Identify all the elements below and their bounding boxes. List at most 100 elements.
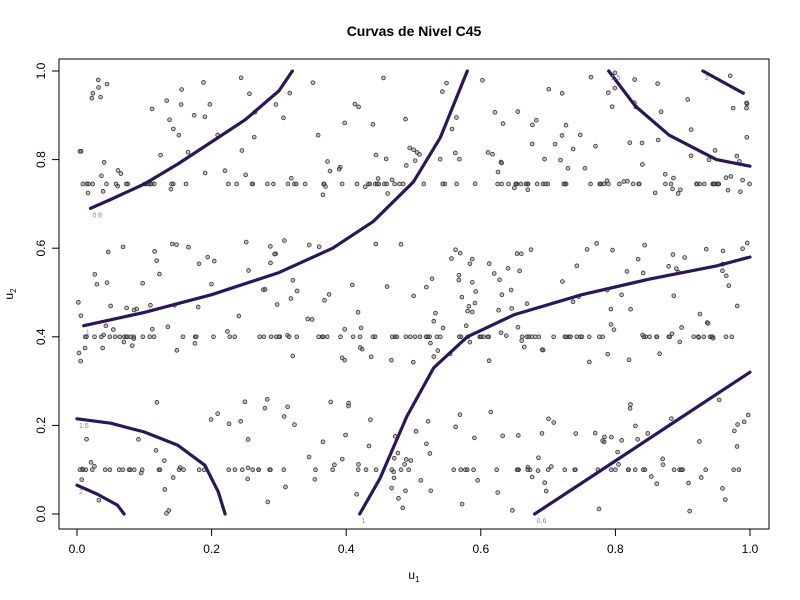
data-point <box>459 501 465 507</box>
data-point <box>536 334 542 340</box>
data-point <box>412 334 418 340</box>
data-point <box>192 341 198 346</box>
data-point <box>352 101 358 107</box>
data-point <box>396 496 401 501</box>
data-point <box>612 70 618 76</box>
data-point <box>363 467 369 473</box>
data-point <box>619 292 624 298</box>
data-point <box>438 334 443 340</box>
data-point <box>560 279 565 284</box>
data-point <box>597 334 602 340</box>
contour-line <box>701 69 745 95</box>
data-point <box>320 192 326 198</box>
data-point <box>428 340 433 346</box>
data-point <box>94 281 100 287</box>
data-point <box>262 405 268 411</box>
x-axis-label: u1 <box>408 568 420 584</box>
y-axis: 0.0 0.2 0.4 0.6 0.8 1.0 <box>34 62 60 522</box>
data-point <box>459 294 465 300</box>
data-point <box>111 327 116 332</box>
data-point <box>288 175 294 181</box>
data-point <box>543 181 548 187</box>
data-point <box>617 181 622 187</box>
data-point <box>76 300 81 305</box>
data-point <box>268 260 273 266</box>
data-point <box>744 240 750 246</box>
data-point <box>732 428 737 434</box>
data-point <box>640 467 646 473</box>
data-point <box>457 250 463 256</box>
data-point <box>632 77 637 82</box>
data-point <box>403 116 408 122</box>
data-point <box>104 81 110 87</box>
data-point <box>747 181 752 187</box>
data-point <box>232 334 237 340</box>
data-point <box>546 86 551 92</box>
data-point <box>226 181 231 187</box>
data-point <box>736 467 742 473</box>
data-point <box>261 334 267 340</box>
data-point <box>357 345 363 350</box>
data-point <box>338 334 343 340</box>
data-point <box>662 171 668 177</box>
data-point <box>627 406 633 411</box>
data-point <box>559 133 565 138</box>
data-point <box>232 467 238 473</box>
contour-line <box>75 417 227 516</box>
data-point <box>96 85 101 90</box>
data-point <box>619 438 624 443</box>
data-point <box>472 181 478 186</box>
data-point <box>339 355 345 361</box>
data-point <box>273 102 279 107</box>
data-point <box>140 334 146 340</box>
data-point <box>593 143 598 149</box>
data-point <box>326 292 332 297</box>
contour-label: 1.5 <box>611 75 621 82</box>
data-point <box>285 404 290 410</box>
data-point <box>679 467 684 473</box>
data-point <box>471 467 476 473</box>
data-point <box>320 439 326 445</box>
data-point <box>195 304 201 310</box>
data-point <box>509 306 514 311</box>
data-point <box>183 181 189 187</box>
data-point <box>510 508 515 513</box>
data-point <box>669 416 674 421</box>
data-point <box>671 293 677 299</box>
data-point <box>96 497 102 503</box>
data-point <box>100 345 105 351</box>
data-point <box>236 313 242 319</box>
data-point <box>674 266 679 271</box>
data-point <box>698 475 704 480</box>
data-point <box>207 102 213 107</box>
data-point <box>294 334 300 340</box>
data-point <box>526 334 532 340</box>
data-point <box>346 400 351 406</box>
data-point <box>356 462 361 467</box>
data-point <box>370 334 376 340</box>
data-point <box>274 302 280 307</box>
data-point <box>261 287 266 293</box>
data-point <box>165 324 171 330</box>
data-point <box>158 152 163 158</box>
x-axis-label-main: u <box>408 568 415 582</box>
data-point <box>688 127 694 132</box>
data-point <box>411 147 416 153</box>
data-point <box>84 436 89 442</box>
data-point <box>519 334 525 340</box>
data-point <box>169 241 175 247</box>
data-point <box>705 321 711 326</box>
data-point <box>624 269 630 274</box>
data-point <box>466 304 472 309</box>
data-point <box>271 181 276 187</box>
data-point <box>725 187 731 193</box>
data-point <box>138 470 144 476</box>
data-point <box>635 256 641 262</box>
data-point <box>92 334 97 340</box>
data-point <box>162 487 168 492</box>
data-point <box>521 344 527 350</box>
contour-line <box>88 69 294 210</box>
data-point <box>561 181 567 187</box>
data-point <box>384 284 390 289</box>
data-point <box>366 443 372 449</box>
